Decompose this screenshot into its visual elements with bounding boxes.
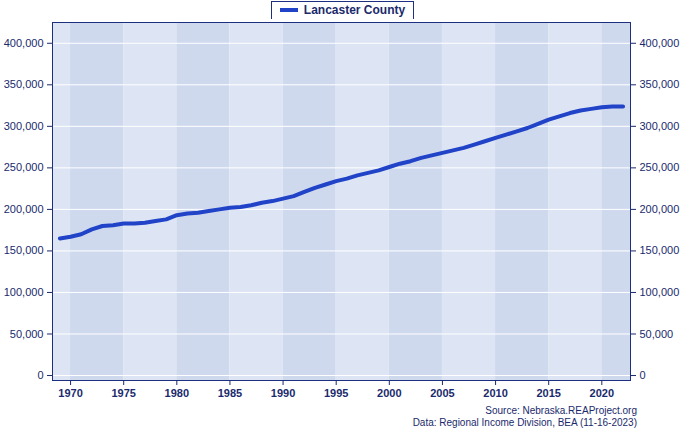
svg-text:0: 0 <box>640 369 646 381</box>
svg-text:1970: 1970 <box>58 387 82 399</box>
svg-text:250,000: 250,000 <box>640 161 680 173</box>
svg-text:2000: 2000 <box>377 387 401 399</box>
svg-text:50,000: 50,000 <box>640 328 674 340</box>
svg-text:250,000: 250,000 <box>4 161 44 173</box>
svg-text:1980: 1980 <box>165 387 189 399</box>
svg-text:350,000: 350,000 <box>4 78 44 90</box>
svg-text:400,000: 400,000 <box>4 37 44 49</box>
svg-text:300,000: 300,000 <box>4 120 44 132</box>
svg-text:100,000: 100,000 <box>640 286 680 298</box>
html-text:Lancaster County: Lancaster County <box>303 3 406 17</box>
svg-text:200,000: 200,000 <box>4 203 44 215</box>
svg-text:150,000: 150,000 <box>4 244 44 256</box>
svg-text:2015: 2015 <box>536 387 560 399</box>
svg-text:100,000: 100,000 <box>4 286 44 298</box>
svg-text:1990: 1990 <box>271 387 295 399</box>
svg-text:1975: 1975 <box>111 387 135 399</box>
svg-text:400,000: 400,000 <box>640 37 680 49</box>
svg-text:2020: 2020 <box>590 387 614 399</box>
svg-text:2010: 2010 <box>483 387 507 399</box>
svg-text:1995: 1995 <box>324 387 348 399</box>
svg-text:300,000: 300,000 <box>640 120 680 132</box>
html-text:Data: Regional Income Division: Data: Regional Income Division, BEA (11-… <box>412 417 637 428</box>
svg-text:1985: 1985 <box>218 387 242 399</box>
svg-text:150,000: 150,000 <box>640 244 680 256</box>
svg-text:0: 0 <box>37 369 43 381</box>
svg-text:200,000: 200,000 <box>640 203 680 215</box>
svg-text:350,000: 350,000 <box>640 78 680 90</box>
svg-text:2005: 2005 <box>430 387 454 399</box>
svg-text:50,000: 50,000 <box>10 328 44 340</box>
html-text:Source: Nebraska.REAProject.or: Source: Nebraska.REAProject.org <box>485 405 637 416</box>
